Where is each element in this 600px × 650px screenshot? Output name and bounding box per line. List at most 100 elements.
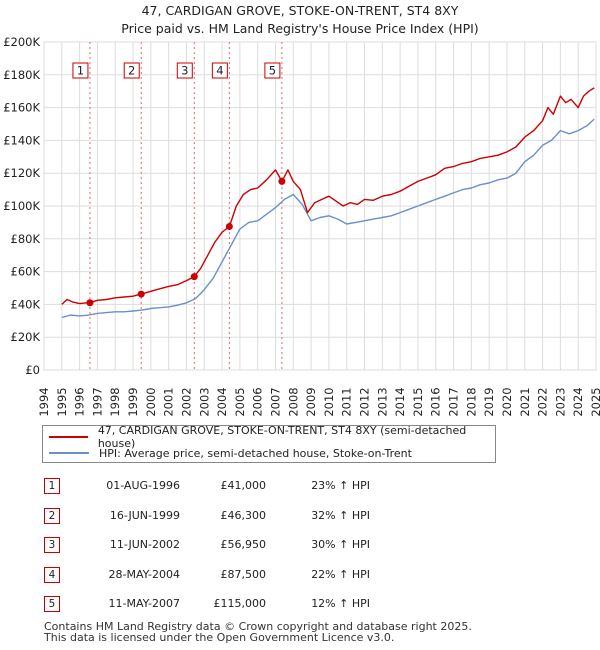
x-tick-label: 2023 [553, 387, 567, 416]
x-axis: 1994 1995 1996 1997 1998 1999 2000 2001 2002 2003… [37, 387, 600, 416]
x-tick-label: 2006 [251, 387, 265, 416]
sale-hpi-diff: 23% ↑ HPI [311, 479, 370, 492]
sale-date: 16-JUN-1999 [109, 509, 180, 522]
y-tick-label: £200K [3, 35, 40, 49]
legend-item-property: 47, CARDIGAN GROVE, STOKE-ON-TRENT, ST4 … [49, 424, 495, 450]
x-tick-label: 2018 [464, 387, 478, 416]
x-tick-label: 2017 [447, 387, 461, 416]
x-tick-label: 2024 [571, 387, 585, 416]
x-tick-label: 1994 [37, 387, 51, 416]
table-row: 4 28-MAY-2004 £87,500 22% ↑ HPI [0, 567, 600, 585]
y-tick-label: £0 [25, 363, 40, 377]
table-row: 2 16-JUN-1999 £46,300 32% ↑ HPI [0, 508, 600, 526]
legend-item-hpi: HPI: Average price, semi-detached house,… [49, 445, 412, 461]
sale-date: 11-MAY-2007 [108, 597, 180, 610]
sale-number-label: 4 [216, 64, 223, 78]
sale-price: £115,000 [213, 597, 267, 610]
sale-number: 2 [44, 508, 60, 524]
x-tick-label: 2015 [411, 387, 425, 416]
sale-number-box [72, 62, 89, 79]
sale-number: 1 [44, 478, 60, 494]
sale-hpi-diff: 32% ↑ HPI [311, 509, 370, 522]
sale-number-label: 5 [269, 64, 276, 78]
x-tick-label: 2021 [518, 387, 532, 416]
chart-legend: 47, CARDIGAN GROVE, STOKE-ON-TRENT, ST4 … [42, 424, 496, 463]
table-row: 1 01-AUG-1996 £41,000 23% ↑ HPI [0, 478, 600, 496]
sale-hpi-diff: 30% ↑ HPI [311, 538, 370, 551]
footer-attribution: Contains HM Land Registry data © Crown c… [44, 621, 472, 643]
sale-number: 5 [44, 596, 60, 612]
y-tick-label: £180K [3, 68, 40, 82]
x-tick-label: 2002 [179, 387, 193, 416]
legend-label-hpi: HPI: Average price, semi-detached house,… [99, 446, 412, 460]
sale-number: 4 [44, 567, 60, 583]
sale-number-box [123, 62, 140, 79]
legend-label-property: 47, CARDIGAN GROVE, STOKE-ON-TRENT, ST4 … [97, 424, 467, 450]
series-line-hpi [61, 118, 595, 319]
sale-date: 01-AUG-1996 [106, 479, 180, 492]
sale-price: £46,300 [220, 509, 267, 522]
sale-date: 11-JUN-2002 [109, 538, 180, 551]
x-tick-label: 2011 [340, 387, 354, 416]
table-row: 5 11-MAY-2007 £115,000 12% ↑ HPI [0, 596, 600, 614]
sale-number-boxes: 1 2 3 4 5 [72, 62, 281, 79]
x-tick-label: 2001 [162, 387, 176, 416]
sale-number-box [264, 62, 281, 79]
y-tick-label: £20K [11, 330, 41, 344]
y-tick-label: £80K [11, 232, 41, 246]
series-lines [61, 87, 595, 319]
x-tick-label: 1995 [55, 387, 69, 416]
sale-points [86, 177, 286, 307]
footer-line-1: Contains HM Land Registry data © Crown c… [44, 620, 472, 633]
sale-number: 3 [44, 537, 60, 553]
sale-number-box [211, 62, 228, 79]
x-tick-label: 2025 [589, 387, 600, 416]
sale-price: £41,000 [220, 479, 267, 492]
x-tick-label: 2009 [304, 387, 318, 416]
table-row: 3 11-JUN-2002 £56,950 30% ↑ HPI [0, 537, 600, 555]
x-tick-label: 2022 [536, 387, 550, 416]
x-tick-label: 2005 [233, 387, 247, 416]
price-chart: 47, CARDIGAN GROVE, STOKE-ON-TRENT, ST4 … [3, 3, 600, 417]
x-tick-label: 2004 [215, 387, 229, 416]
footer-line-2: This data is licensed under the Open Gov… [44, 631, 395, 644]
y-tick-label: £40K [11, 297, 41, 311]
sale-number-label: 2 [128, 64, 135, 78]
sale-point [225, 223, 233, 230]
y-tick-label: £120K [3, 166, 40, 180]
sale-price: £87,500 [220, 568, 267, 581]
sale-point [137, 290, 145, 298]
sale-point [278, 177, 286, 185]
y-tick-label: £160K [3, 101, 40, 115]
y-tick-label: £100K [3, 199, 40, 213]
sale-hpi-diff: 22% ↑ HPI [311, 568, 370, 581]
series-line-property [61, 87, 595, 305]
x-tick-label: 2000 [144, 387, 158, 416]
x-tick-label: 1997 [90, 387, 104, 416]
legend-swatch-hpi [49, 452, 89, 454]
sale-number-box [176, 62, 193, 79]
sale-hpi-diff: 12% ↑ HPI [311, 597, 370, 610]
y-axis: £0 £20K £40K £60K £80K £100K £120K £140K £160K £1… [3, 35, 40, 377]
x-tick-label: 2019 [482, 387, 496, 416]
chart-subtitle: Price paid vs. HM Land Registry's House … [121, 21, 478, 36]
sale-point [190, 273, 198, 281]
x-tick-label: 2020 [500, 387, 514, 416]
x-tick-label: 2012 [358, 387, 372, 416]
sale-price: £56,950 [220, 538, 267, 551]
x-tick-label: 2016 [429, 387, 443, 416]
x-tick-label: 2008 [286, 387, 300, 416]
x-tick-label: 2010 [322, 387, 336, 416]
x-tick-label: 1999 [126, 387, 140, 416]
x-tick-label: 2013 [375, 387, 389, 416]
x-tick-label: 2003 [197, 387, 211, 416]
x-tick-label: 2007 [268, 387, 282, 416]
y-tick-label: £140K [3, 133, 40, 147]
sale-point [86, 299, 94, 307]
sale-date: 28-MAY-2004 [108, 568, 180, 581]
legend-swatch-property [49, 436, 88, 438]
x-tick-label: 2014 [393, 387, 407, 416]
y-tick-label: £60K [11, 265, 41, 279]
chart-title: 47, CARDIGAN GROVE, STOKE-ON-TRENT, ST4 … [142, 3, 459, 18]
sale-number-label: 1 [77, 64, 84, 78]
